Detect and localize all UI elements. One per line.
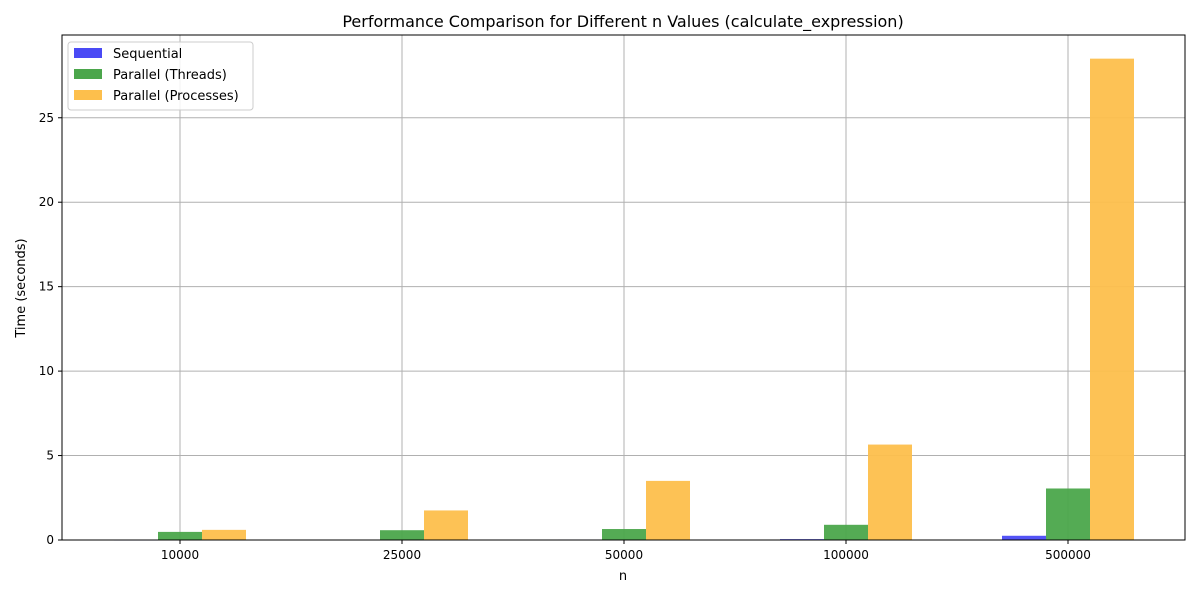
legend-label: Parallel (Threads) [113,68,227,83]
legend-swatch [74,48,102,58]
ticks-layer: 10000 25000 50000 100000 500000 0 5 10 15 20 25 [39,111,1091,562]
x-tick-label: 500000 [1045,548,1091,562]
legend-box [67,41,254,111]
y-tick-label: 5 [46,449,54,463]
x-tick-label: 50000 [605,548,643,562]
y-tick-label: 0 [46,533,54,547]
legend: Sequential Parallel (Threads) Parallel (Pr… [67,41,254,111]
bar-parallel-threads-10000 [158,531,202,540]
bar-parallel-processes-10000 [202,529,246,540]
x-tick-label: 100000 [823,548,869,562]
bar-parallel-processes-25000 [424,510,468,540]
chart-title: Performance Comparison for Different n V… [342,12,903,32]
bars-layer [114,58,1134,541]
grid-layer [62,35,1185,541]
legend-swatch [74,69,102,79]
y-axis-label: Time (seconds) [14,238,29,338]
x-tick-label: 10000 [161,548,199,562]
bar-sequential-500000 [1002,535,1046,540]
y-tick-label: 10 [39,364,54,378]
legend-label: Parallel (Processes) [113,89,239,104]
bar-parallel-threads-25000 [380,530,424,540]
x-axis-label: n [619,569,627,584]
bar-parallel-threads-100000 [824,524,868,540]
legend-label: Sequential [113,47,182,62]
bar-parallel-processes-100000 [868,444,912,540]
bar-parallel-processes-500000 [1090,58,1134,541]
y-tick-label: 20 [39,195,54,209]
y-tick-label: 25 [39,111,54,125]
legend-swatch [74,90,102,100]
bar-parallel-threads-500000 [1046,488,1090,540]
y-tick-label: 15 [39,280,54,294]
bar-parallel-threads-50000 [602,529,646,540]
x-tick-label: 25000 [383,548,421,562]
bar-parallel-processes-50000 [646,480,690,540]
